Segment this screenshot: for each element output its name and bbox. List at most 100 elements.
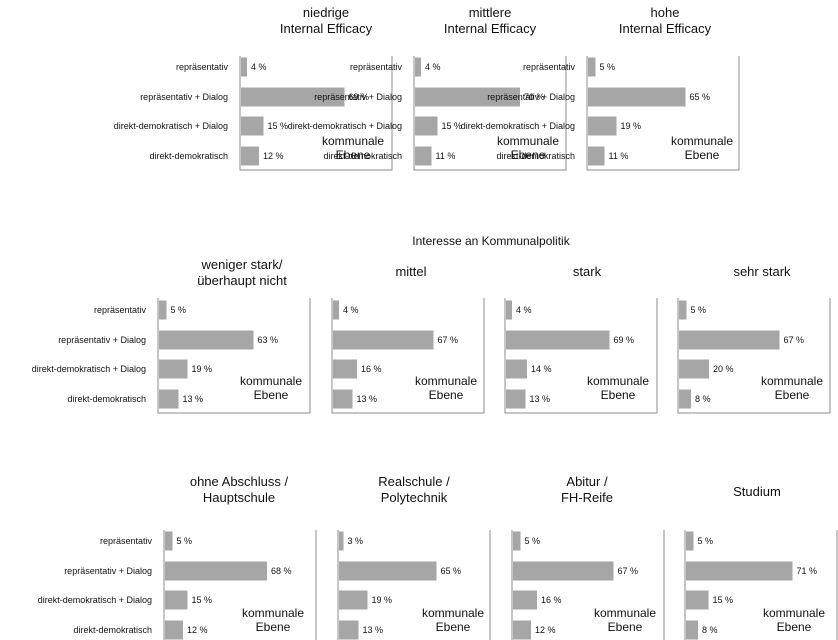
data-label: 19 %: [372, 595, 393, 605]
data-label: 19 %: [192, 364, 213, 374]
data-label: 19 %: [621, 121, 642, 131]
category-label: repräsentativ: [94, 305, 147, 315]
bar: [679, 389, 691, 409]
bar: [686, 590, 709, 610]
data-label: 11 %: [436, 151, 456, 161]
data-label: 5 %: [691, 305, 707, 315]
panel-axis: [504, 298, 658, 414]
bar: [506, 300, 512, 320]
data-label: 67 %: [618, 566, 639, 576]
bar: [241, 87, 345, 107]
data-label: 4 %: [516, 305, 532, 315]
category-label: direkt-demokratisch + Dialog: [288, 121, 402, 131]
data-label: 70 %: [524, 92, 545, 102]
category-label: repräsentativ: [523, 62, 576, 72]
bar: [339, 590, 368, 610]
bar: [415, 146, 432, 166]
data-label: 15 %: [713, 595, 734, 605]
panel-annotation: kommunale: [415, 374, 477, 388]
data-label: 12 %: [263, 151, 284, 161]
category-label: direkt-demokratisch: [323, 151, 402, 161]
bar: [513, 531, 521, 551]
data-label: 5 %: [525, 536, 541, 546]
category-label: direkt-demokratisch: [496, 151, 575, 161]
data-label: 16 %: [541, 595, 562, 605]
bar: [165, 590, 188, 610]
data-label: 67 %: [784, 335, 805, 345]
category-label: repräsentativ + Dialog: [140, 92, 228, 102]
data-label: 12 %: [535, 625, 556, 635]
category-label: repräsentativ + Dialog: [64, 566, 152, 576]
bar: [159, 300, 167, 320]
panel-annotation: Ebene: [608, 620, 643, 634]
panel-annotation: Ebene: [511, 148, 546, 162]
panel-axis: [413, 56, 567, 171]
bar: [339, 561, 437, 581]
panel-annotation: Ebene: [775, 388, 810, 402]
data-label: 69 %: [349, 92, 370, 102]
panel-annotation: kommunale: [761, 374, 823, 388]
panel-title: stark: [573, 264, 602, 279]
group-title: Interesse an Kommunalpolitik: [412, 234, 570, 248]
panel-title: FH-Reife: [561, 490, 613, 505]
panel-title: Polytechnik: [381, 490, 448, 505]
panel-axis: [239, 56, 393, 171]
data-label: 5 %: [177, 536, 193, 546]
bar: [513, 590, 537, 610]
panel-annotation: Ebene: [256, 620, 291, 634]
data-label: 13 %: [530, 394, 551, 404]
category-label: direkt-demokratisch + Dialog: [38, 595, 152, 605]
bar: [165, 620, 183, 640]
data-label: 16 %: [361, 364, 382, 374]
data-label: 67 %: [438, 335, 459, 345]
bar: [506, 389, 526, 409]
panel-axis: [511, 530, 665, 640]
panel-title: weniger stark/: [201, 257, 283, 272]
panel-title: sehr stark: [733, 264, 791, 279]
panel-title: Studium: [733, 484, 781, 499]
bar: [686, 531, 694, 551]
data-label: 69 %: [614, 335, 635, 345]
panel-annotation: kommunale: [422, 606, 484, 620]
bar: [513, 620, 531, 640]
category-label: direkt-demokratisch: [67, 394, 146, 404]
panel-title: mittlere: [469, 5, 512, 20]
data-label: 15 %: [442, 121, 463, 131]
data-label: 5 %: [698, 536, 714, 546]
bar: [588, 146, 605, 166]
data-label: 5 %: [600, 62, 616, 72]
panel-annotation: Ebene: [254, 388, 289, 402]
data-label: 13 %: [357, 394, 378, 404]
category-label: repräsentativ: [176, 62, 229, 72]
bar: [588, 57, 596, 77]
panel-annotation: kommunale: [322, 134, 384, 148]
bar: [686, 561, 793, 581]
bar: [159, 330, 254, 350]
panel-title: ohne Abschluss /: [190, 474, 289, 489]
bar: [679, 359, 709, 379]
bar: [165, 531, 173, 551]
category-label: direkt-demokratisch + Dialog: [114, 121, 228, 131]
panel-title: Realschule /: [378, 474, 450, 489]
bar: [159, 389, 179, 409]
panel-annotation: Ebene: [436, 620, 471, 634]
panel-axis: [331, 298, 485, 414]
data-label: 4 %: [251, 62, 267, 72]
panel-title: niedrige: [303, 5, 349, 20]
data-label: 14 %: [531, 364, 552, 374]
bar: [679, 330, 780, 350]
bar: [588, 116, 617, 136]
panel-annotation: kommunale: [763, 606, 825, 620]
bar: [159, 359, 188, 379]
data-label: 65 %: [690, 92, 711, 102]
panel-annotation: Ebene: [685, 148, 720, 162]
panel-annotation: Ebene: [429, 388, 464, 402]
data-label: 13 %: [183, 394, 204, 404]
data-label: 65 %: [441, 566, 462, 576]
panel-title: Internal Efficacy: [444, 21, 537, 36]
panel-annotation: kommunale: [242, 606, 304, 620]
panel-annotation: kommunale: [497, 134, 559, 148]
panel-annotation: Ebene: [601, 388, 636, 402]
panel-annotation: kommunale: [240, 374, 302, 388]
